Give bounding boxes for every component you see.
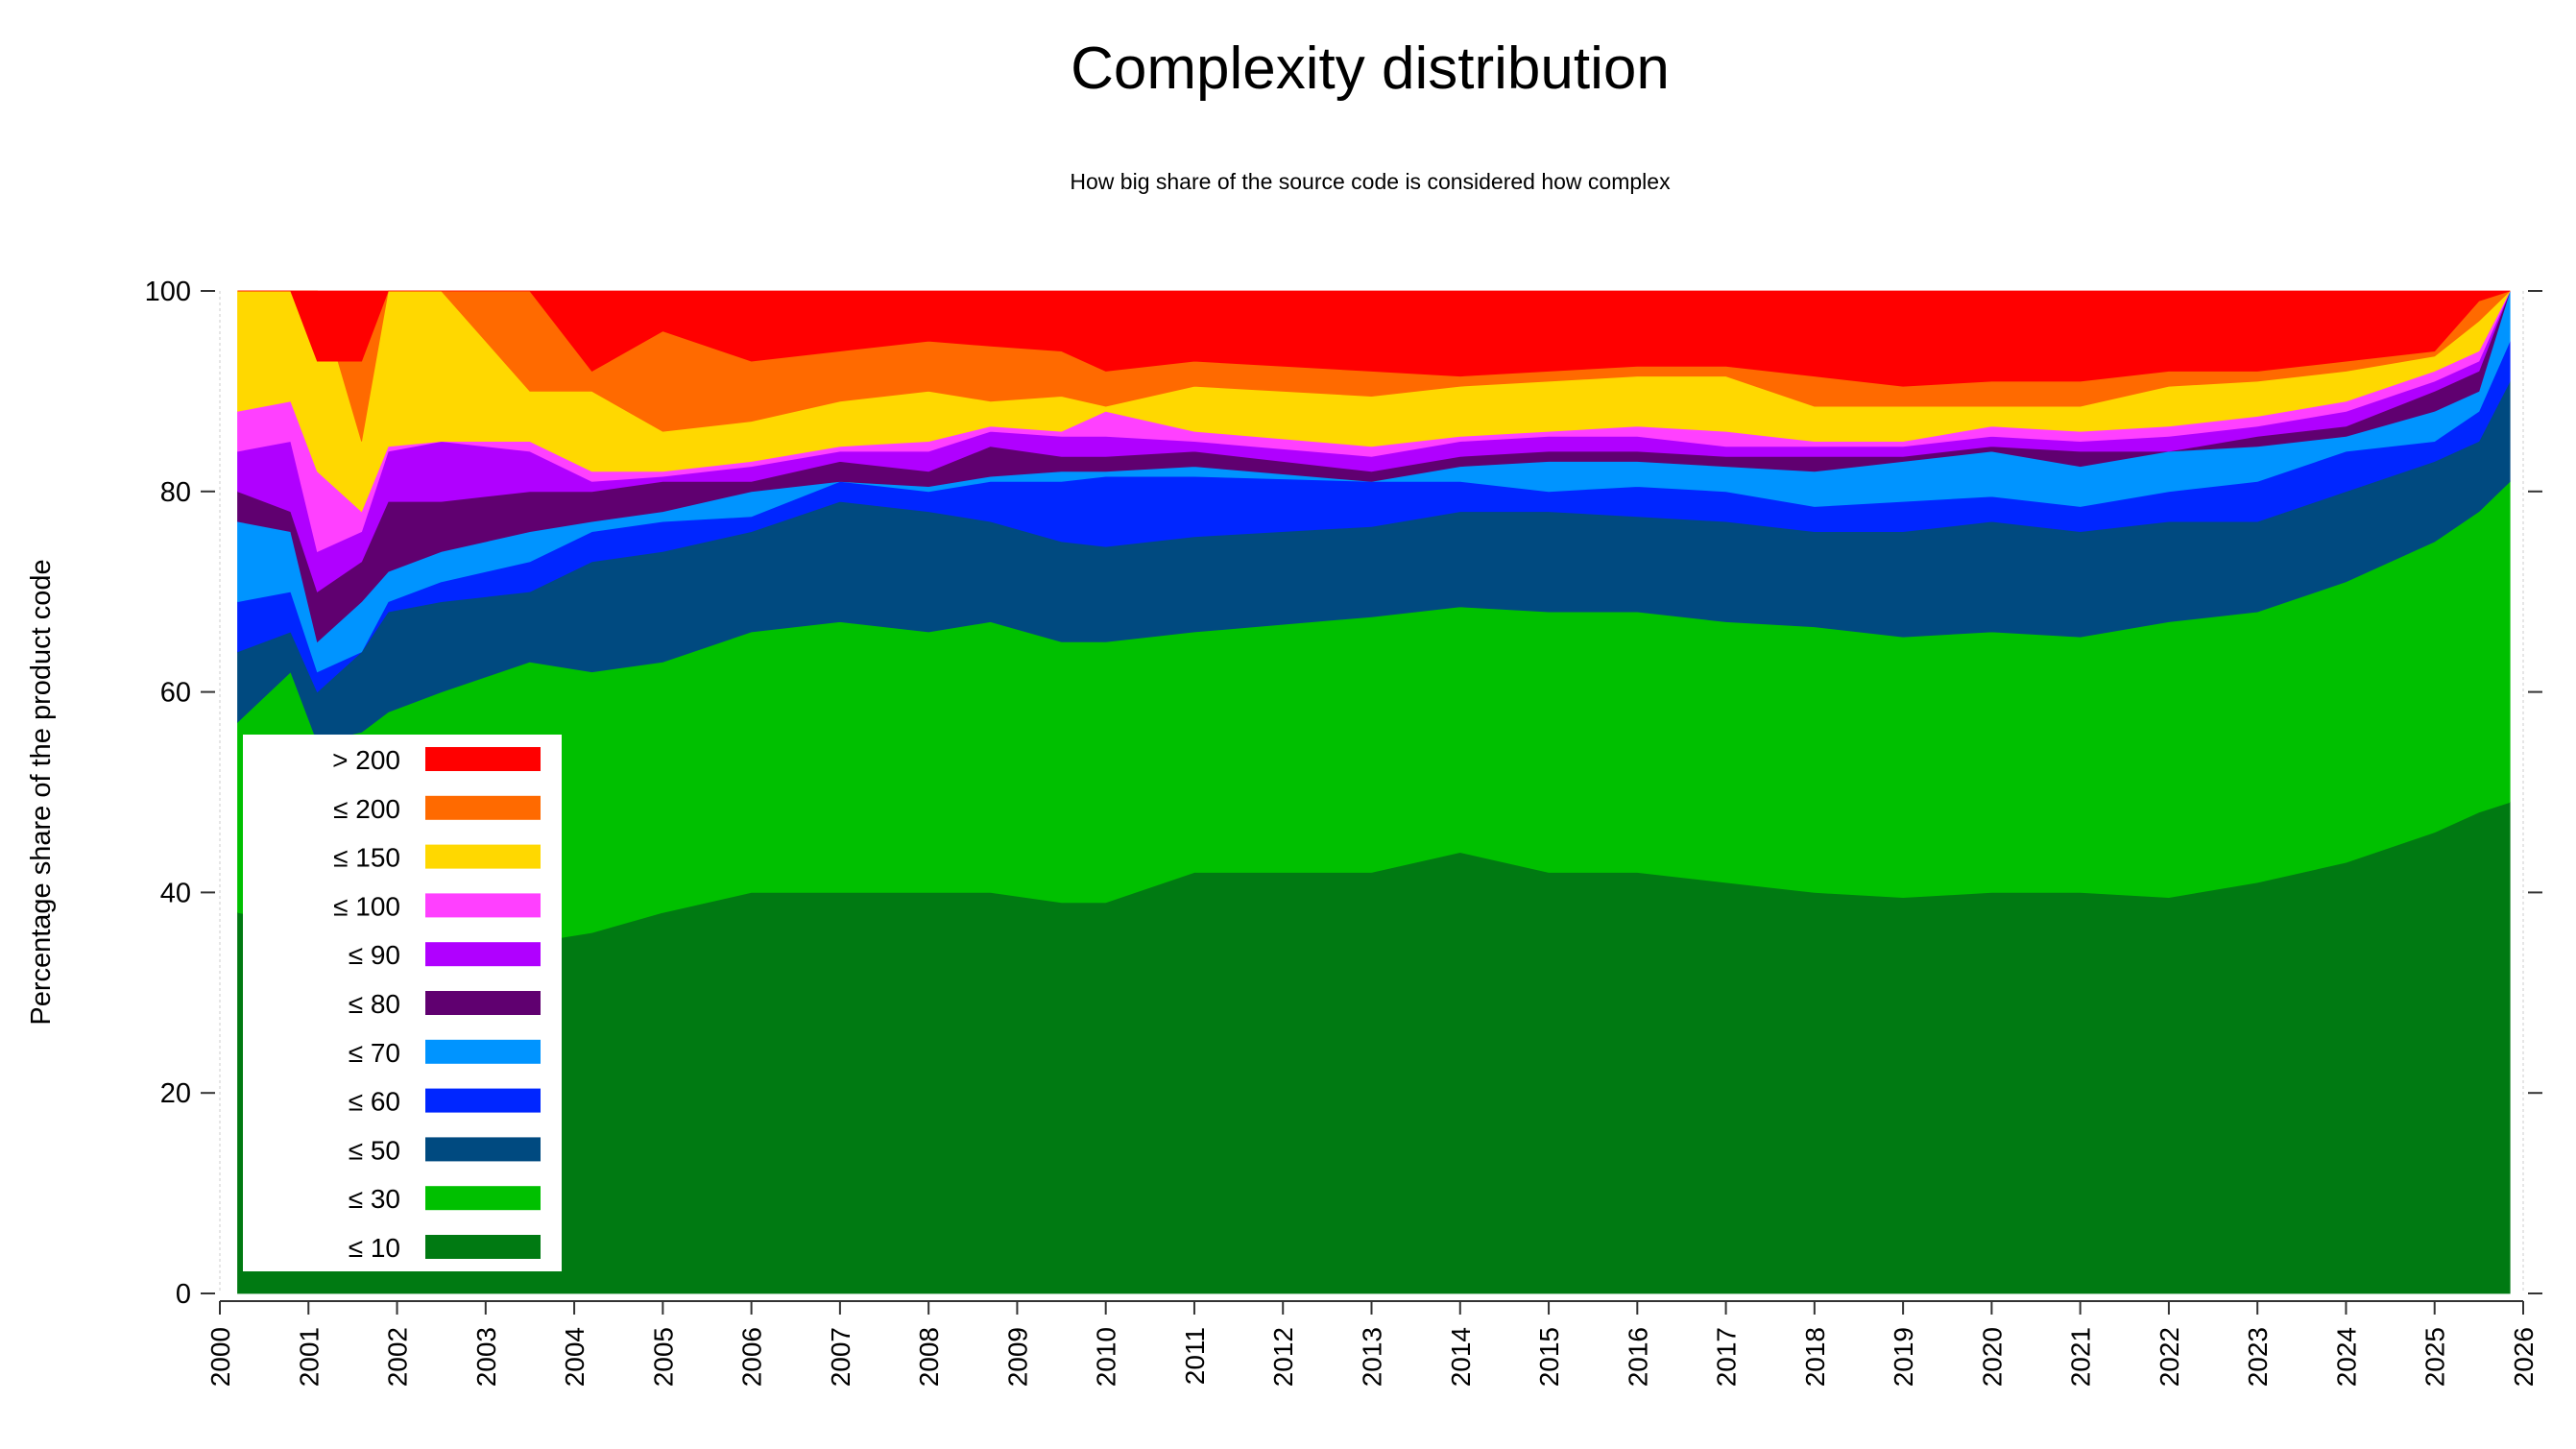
axes: 0 20 40 60 80 100 2000 2001 2002 2003 2004 2005 2006… [145, 277, 2542, 1387]
chart-subtitle: How big share of the source code is cons… [1070, 169, 1671, 194]
x-tick-label: 2002 [383, 1327, 413, 1387]
x-tick-label: 2019 [1889, 1327, 1918, 1387]
x-tick-label: 2020 [1977, 1327, 2007, 1387]
x-tick-label: 2011 [1180, 1327, 1210, 1385]
legend-swatch [425, 747, 541, 771]
x-tick-label: 2008 [914, 1327, 944, 1387]
legend-swatch [425, 1186, 541, 1211]
x-tick-label: 2006 [737, 1327, 767, 1387]
x-tick-label: 2005 [648, 1327, 678, 1387]
legend-label: ≤ 80 [349, 989, 400, 1019]
legend: > 200 ≤ 200 ≤ 150 ≤ 100 ≤ 90 ≤ 80 ≤ 70 ≤ 60 ≤ 50… [243, 735, 562, 1271]
y-tick-label: 20 [160, 1078, 191, 1109]
legend-label: ≤ 30 [349, 1184, 400, 1214]
x-tick-label: 2023 [2243, 1327, 2273, 1387]
y-tick-label: 40 [160, 878, 191, 908]
y-tick-label: 80 [160, 477, 191, 508]
y-tick-label: 0 [176, 1279, 191, 1310]
x-tick-label: 2009 [1002, 1327, 1032, 1387]
legend-label: ≤ 100 [333, 891, 400, 921]
legend-swatch [425, 1088, 541, 1113]
x-tick-label: 2013 [1358, 1327, 1387, 1387]
x-tick-label: 2016 [1623, 1327, 1652, 1387]
legend-swatch [425, 893, 541, 918]
x-tick-label: 2004 [560, 1327, 590, 1387]
stacked-areas [237, 290, 2511, 1294]
legend-swatch [425, 844, 541, 869]
y-tick-label: 100 [145, 277, 191, 307]
legend-label: ≤ 150 [333, 843, 400, 873]
legend-label: ≤ 90 [349, 940, 400, 970]
x-tick-label: 2017 [1712, 1327, 1742, 1387]
legend-swatch [425, 795, 541, 820]
legend-label: > 200 [332, 745, 400, 775]
x-tick-label: 2003 [471, 1327, 501, 1387]
legend-label: ≤ 60 [349, 1087, 400, 1117]
x-tick-label: 2007 [826, 1327, 855, 1387]
x-tick-label: 2014 [1446, 1327, 1476, 1387]
x-tick-label: 2024 [2331, 1327, 2361, 1387]
x-tick-label: 2025 [2420, 1327, 2450, 1387]
x-tick-label: 2000 [205, 1327, 235, 1387]
legend-swatch [425, 1039, 541, 1064]
x-tick-label: 2001 [294, 1327, 324, 1387]
legend-label: ≤ 200 [333, 794, 400, 824]
x-tick-label: 2021 [2066, 1327, 2096, 1387]
x-tick-label: 2026 [2509, 1327, 2539, 1387]
x-tick-label: 2010 [1092, 1327, 1121, 1387]
legend-swatch [425, 1137, 541, 1162]
legend-swatch [425, 991, 541, 1015]
x-tick-label: 2015 [1534, 1327, 1564, 1387]
x-tick-label: 2018 [1800, 1327, 1830, 1387]
legend-label: ≤ 10 [349, 1233, 400, 1263]
x-tick-label: 2012 [1268, 1327, 1298, 1387]
legend-swatch [425, 942, 541, 967]
y-axis-label: Percentage share of the product code [26, 559, 57, 1025]
legend-label: ≤ 70 [349, 1038, 400, 1068]
x-tick-label: 2022 [2155, 1327, 2184, 1387]
chart-title: Complexity distribution [1071, 36, 1670, 102]
y-tick-label: 60 [160, 678, 191, 709]
legend-swatch [425, 1235, 541, 1259]
area-band-200-plus [237, 290, 2511, 387]
legend-label: ≤ 50 [349, 1135, 400, 1165]
